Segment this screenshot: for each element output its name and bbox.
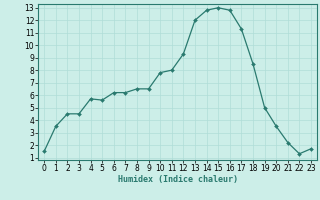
X-axis label: Humidex (Indice chaleur): Humidex (Indice chaleur) [118, 175, 238, 184]
